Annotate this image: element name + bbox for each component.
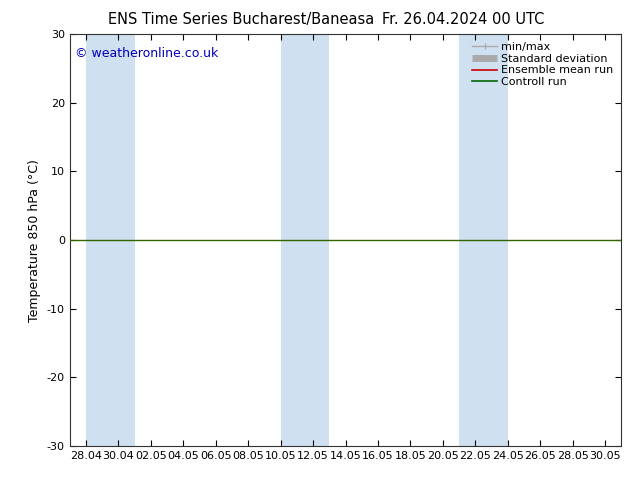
Text: ENS Time Series Bucharest/Baneasa: ENS Time Series Bucharest/Baneasa [108, 12, 374, 27]
Legend: min/max, Standard deviation, Ensemble mean run, Controll run: min/max, Standard deviation, Ensemble me… [470, 40, 616, 89]
Bar [459, 34, 508, 446]
Text: Fr. 26.04.2024 00 UTC: Fr. 26.04.2024 00 UTC [382, 12, 544, 27]
Bar [86, 34, 134, 446]
Title: ENS Time Series Bucharest/Baneasa      Fr. 26.04.2024 00 UTC: ENS Time Series Bucharest/Baneasa Fr. 26… [0, 489, 1, 490]
Bar [281, 34, 329, 446]
Y-axis label: Temperature 850 hPa (°C): Temperature 850 hPa (°C) [28, 159, 41, 321]
Text: © weatheronline.co.uk: © weatheronline.co.uk [75, 47, 219, 60]
